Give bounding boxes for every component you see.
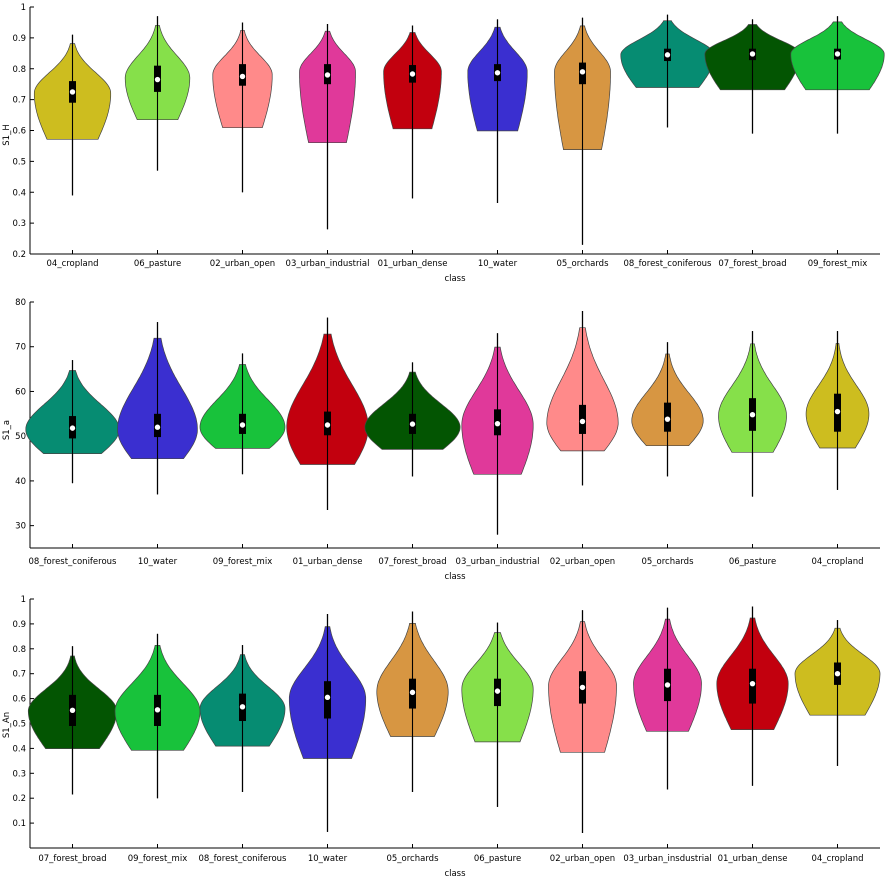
category-label: 09_forest_mix (128, 854, 187, 864)
y-tick-label: 0.7 (12, 670, 26, 680)
category-label: 08_forest_coniferous (29, 557, 118, 567)
category-label: 02_urban_open (550, 854, 615, 864)
median-marker (664, 52, 671, 58)
median-marker (69, 707, 76, 714)
category-label: 10_water (138, 557, 178, 567)
category-label: 03_urban_insdustrial (623, 854, 711, 864)
median-marker (834, 671, 841, 677)
y-tick-label: 0.9 (12, 34, 26, 44)
y-tick-label: 0.4 (12, 744, 26, 754)
median-marker (239, 73, 246, 80)
median-marker (579, 418, 586, 425)
category-label: 04_cropland (812, 557, 864, 567)
category-label: 10_water (478, 259, 518, 269)
median-marker (494, 420, 501, 427)
median-marker (664, 682, 671, 688)
y-tick-label: 0.2 (12, 794, 26, 804)
category-label: 01_urban_dense (378, 259, 448, 269)
y-tick-label: 0.3 (12, 219, 26, 229)
y-tick-label: 0.5 (12, 720, 26, 730)
y-axis-title: S1_H (2, 124, 12, 145)
y-tick-label: 30 (15, 522, 26, 532)
y-tick-label: 1 (21, 595, 26, 605)
y-tick-label: 0.2 (12, 250, 26, 260)
category-label: 07_forest_broad (378, 557, 446, 567)
category-label: 09_forest_mix (213, 557, 272, 567)
y-tick-label: 60 (15, 387, 26, 397)
median-marker (324, 422, 331, 428)
category-label: 08_forest_coniferous (624, 259, 713, 269)
category-label: 06_pasture (134, 259, 181, 269)
y-tick-label: 0.6 (12, 695, 26, 705)
y-tick-label: 70 (15, 343, 26, 353)
y-tick-label: 0.5 (12, 157, 26, 167)
y-tick-label: 80 (15, 298, 26, 308)
median-marker (154, 424, 161, 430)
y-tick-label: 0.8 (12, 645, 26, 655)
y-tick-label: 40 (15, 477, 26, 487)
category-label: 01_urban_dense (293, 557, 363, 567)
median-marker (324, 72, 331, 78)
median-marker (494, 688, 501, 694)
median-marker (834, 51, 841, 57)
y-tick-label: 0.4 (12, 188, 26, 198)
median-marker (409, 71, 416, 77)
y-tick-label: 1 (21, 3, 26, 13)
x-axis-title: class (444, 274, 466, 284)
median-marker (69, 89, 76, 95)
median-marker (749, 680, 756, 687)
median-marker (749, 412, 756, 418)
median-marker (154, 76, 161, 83)
y-tick-label: 0.3 (12, 769, 26, 779)
y-tick-label: 0.6 (12, 127, 26, 137)
x-axis-title: class (444, 572, 466, 582)
y-tick-label: 0.9 (12, 620, 26, 630)
x-axis-title: class (444, 869, 466, 879)
median-marker (749, 51, 756, 57)
category-label: 05_orchards (386, 854, 439, 864)
median-marker (239, 422, 246, 428)
y-tick-label: 0.1 (12, 819, 26, 829)
median-marker (494, 70, 501, 76)
category-label: 05_orchards (641, 557, 694, 567)
category-label: 04_cropland (812, 854, 864, 864)
median-marker (154, 707, 161, 713)
category-label: 10_water (308, 854, 348, 864)
category-label: 03_urban_industrial (456, 557, 540, 567)
y-tick-label: 0.7 (12, 96, 26, 106)
category-label: 01_urban_dense (718, 854, 788, 864)
category-label: 06_pasture (729, 557, 776, 567)
median-marker (69, 425, 76, 431)
category-label: 04_cropland (47, 259, 99, 269)
category-label: 03_urban_industrial (286, 259, 370, 269)
category-label: 05_orchards (556, 259, 609, 269)
category-label: 07_forest_broad (718, 259, 786, 269)
y-tick-label: 0.8 (12, 65, 26, 75)
y-axis-title: S1_An (2, 712, 12, 738)
category-label: 02_urban_open (210, 259, 275, 269)
category-label: 08_forest_coniferous (199, 854, 288, 864)
category-label: 06_pasture (474, 854, 521, 864)
y-tick-label: 50 (15, 432, 26, 442)
median-marker (834, 408, 841, 415)
median-marker (324, 694, 331, 701)
median-marker (664, 416, 671, 422)
category-label: 07_forest_broad (38, 854, 106, 864)
median-marker (409, 421, 416, 427)
y-axis-title: S1_a (2, 420, 12, 440)
category-label: 09_forest_mix (808, 259, 867, 269)
category-label: 02_urban_open (550, 557, 615, 567)
median-marker (239, 704, 246, 710)
median-marker (579, 69, 586, 75)
median-marker (409, 689, 416, 696)
median-marker (579, 684, 586, 691)
